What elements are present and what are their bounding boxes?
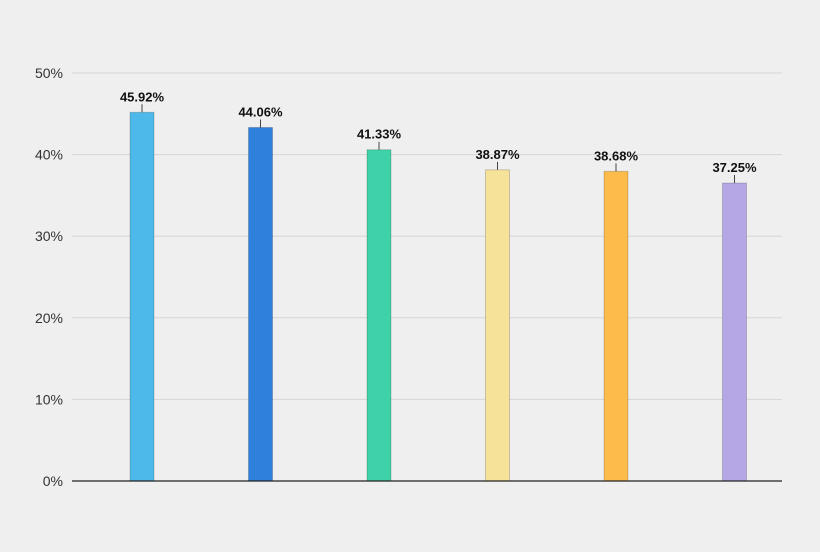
data-label-4: 38.87% bbox=[475, 147, 520, 162]
bar-3 bbox=[366, 149, 392, 482]
y-tick-label: 0% bbox=[43, 473, 63, 489]
data-label-1: 45.92% bbox=[120, 89, 165, 104]
gridlines bbox=[72, 72, 782, 400]
data-labels: 45.92% 44.06% 41.33% 38.87% 38.68% 37.25% bbox=[120, 89, 757, 184]
bar-6 bbox=[722, 182, 747, 482]
bar-5 bbox=[603, 170, 629, 482]
bar-2 bbox=[248, 126, 273, 482]
bar-1 bbox=[129, 111, 155, 482]
y-tick-label: 30% bbox=[35, 228, 63, 244]
data-label-2: 44.06% bbox=[238, 104, 283, 119]
bars bbox=[129, 111, 747, 482]
y-tick-label: 40% bbox=[35, 147, 63, 163]
y-tick-label: 10% bbox=[35, 391, 63, 407]
y-axis-tick-labels: 0% 10% 20% 30% 40% 50% bbox=[35, 65, 63, 489]
data-label-3: 41.33% bbox=[357, 127, 402, 142]
bar-4 bbox=[485, 169, 510, 482]
data-label-6: 37.25% bbox=[712, 160, 757, 175]
y-tick-label: 20% bbox=[35, 310, 63, 326]
data-label-5: 38.68% bbox=[594, 148, 639, 163]
y-tick-label: 50% bbox=[35, 65, 63, 81]
